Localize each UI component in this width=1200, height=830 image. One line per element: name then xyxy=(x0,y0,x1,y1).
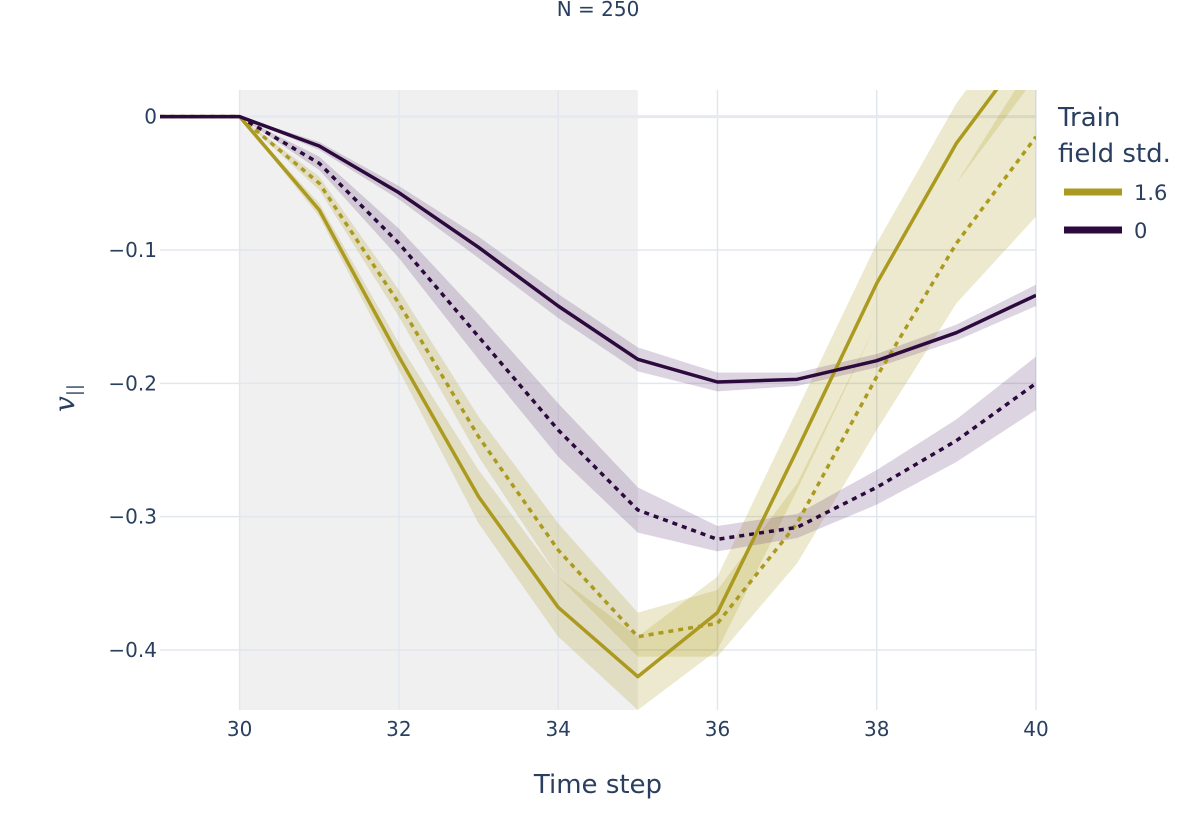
y-axis-title-symbol: v xyxy=(48,396,81,412)
line-1-6-solid xyxy=(160,90,999,679)
y-axis-ticks: 0 −0.1 −0.2 −0.3 −0.4 xyxy=(108,105,157,662)
y-axis-title: v|| xyxy=(48,384,85,412)
x-tick-label: 36 xyxy=(705,717,730,741)
y-tick-label: 0 xyxy=(144,105,157,129)
x-tick-label: 38 xyxy=(864,717,889,741)
confidence-bands xyxy=(160,90,1036,710)
x-tick-label: 40 xyxy=(1023,717,1048,741)
x-tick-label: 32 xyxy=(386,717,411,741)
x-axis-title: Time step xyxy=(533,770,662,800)
band-1-6-dot xyxy=(160,90,1036,657)
x-axis-ticks: 30 32 34 36 38 40 xyxy=(227,717,1049,741)
band-1-6-solid xyxy=(160,90,1027,710)
x-tick-label: 30 xyxy=(227,717,252,741)
legend-title-line-2: field std. xyxy=(1058,139,1171,169)
x-tick-label: 34 xyxy=(545,717,570,741)
y-tick-label: −0.2 xyxy=(108,371,157,395)
legend-label-0: 0 xyxy=(1134,219,1147,243)
svg-text:v||: v|| xyxy=(48,384,85,412)
line-0-solid xyxy=(160,114,1036,384)
grid xyxy=(160,90,1037,710)
y-tick-label: −0.1 xyxy=(108,238,157,262)
y-tick-label: −0.3 xyxy=(108,505,157,529)
series-lines xyxy=(160,90,1036,679)
legend: Train field std. 1.6 0 xyxy=(1057,103,1171,243)
legend-label-1-6: 1.6 xyxy=(1134,181,1167,205)
band-0-dot xyxy=(160,116,1036,552)
line-0-dot xyxy=(160,114,1036,542)
y-axis-title-subscript: || xyxy=(64,384,85,396)
chart-title: N = 250 xyxy=(557,0,640,21)
legend-title-line-1: Train xyxy=(1057,103,1120,133)
band-0-solid xyxy=(160,116,1036,392)
y-tick-label: −0.4 xyxy=(108,638,157,662)
